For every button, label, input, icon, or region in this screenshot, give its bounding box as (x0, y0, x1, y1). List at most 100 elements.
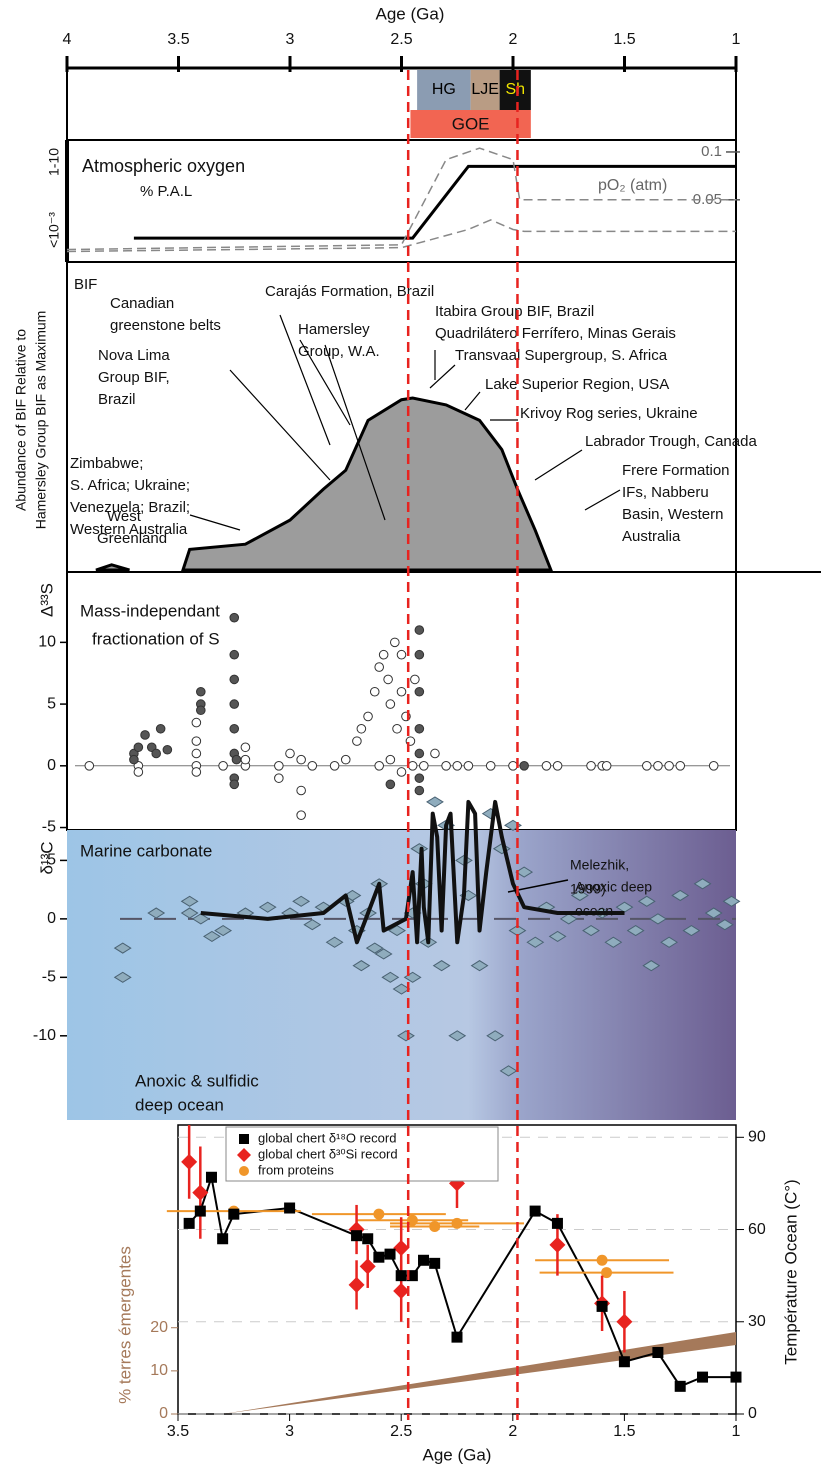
data-point (626, 924, 645, 937)
data-point (396, 686, 407, 697)
data-point (348, 1276, 365, 1293)
period (499, 70, 531, 110)
data-point (395, 1270, 407, 1282)
data-point (410, 674, 420, 685)
annotation: IFs, Nabberu (622, 484, 709, 501)
x-tick-label: 1.5 (613, 1423, 635, 1440)
data-point (414, 723, 425, 734)
data-point (660, 936, 679, 948)
data-point (519, 761, 529, 771)
data-point (365, 942, 384, 954)
data-point (604, 936, 623, 948)
y2-tick-label: 90 (748, 1129, 766, 1146)
period-label: LJE (471, 81, 499, 98)
data-point (414, 625, 425, 635)
oxygen-line (66, 219, 736, 253)
panel-title: Mass-independant (80, 601, 220, 620)
annotation: deep ocean (135, 1095, 224, 1114)
y-label: <10⁻³ (46, 212, 62, 248)
y-axis-title: Hamersley Group BIF as Maximum (33, 311, 49, 530)
y2-tick-label: 30 (748, 1313, 766, 1330)
data-point (384, 1248, 396, 1260)
annotation: Melezhik, (570, 857, 629, 873)
legend-marker (237, 1148, 251, 1162)
data-point (374, 662, 385, 672)
data-point (414, 785, 425, 796)
data-point (151, 748, 161, 759)
data-point (406, 1270, 418, 1282)
y-tick-label: 0 (47, 757, 56, 774)
data-point (133, 742, 144, 753)
annotation: ocean (575, 903, 613, 919)
x-tick-label: 3 (286, 31, 295, 48)
data-point (113, 942, 132, 954)
data-point (373, 1251, 385, 1263)
data-point (551, 1217, 563, 1229)
y-tick-label: 10 (38, 634, 56, 651)
data-point (369, 686, 380, 697)
data-point (229, 723, 240, 734)
data-point (486, 1030, 505, 1042)
data-point (549, 1236, 566, 1253)
annotation-arrow (534, 449, 583, 481)
data-point (352, 736, 362, 746)
legend-label: global chert δ³⁰Si record (258, 1146, 398, 1161)
data-point (529, 1205, 541, 1217)
x-tick-label: 2.5 (390, 31, 412, 48)
data-point (162, 744, 173, 755)
data-point (559, 913, 578, 925)
data-point (618, 1356, 630, 1368)
annotation-arrow (279, 314, 331, 446)
data-point (430, 748, 440, 759)
data-point (596, 1254, 608, 1266)
data-point (642, 761, 652, 771)
data-point (470, 960, 489, 972)
data-point (205, 1171, 217, 1183)
data-point (642, 960, 661, 972)
data-point (548, 930, 567, 943)
data-point (191, 767, 202, 777)
data-point (397, 1030, 415, 1042)
data-point (674, 1380, 686, 1392)
y-axis-title: Abundance of BIF Relative to (13, 329, 29, 511)
data-point (414, 649, 425, 660)
data-point (508, 924, 527, 937)
data-point (381, 971, 400, 983)
annotation: Hamersley (298, 321, 370, 338)
data-point (385, 754, 396, 765)
data-point (296, 810, 306, 820)
data-point (601, 761, 612, 771)
axis-title: Age (Ga) (376, 4, 445, 23)
panel-title: Atmospheric oxygen (82, 156, 245, 176)
x-tick-label: 2 (508, 1423, 517, 1440)
data-point (697, 1371, 709, 1383)
data-point (393, 1283, 410, 1300)
annotation: Krivoy Rog series, Ukraine (520, 405, 698, 422)
data-point (352, 960, 371, 972)
annotation: West (107, 508, 142, 525)
y-tick-label: 0 (47, 910, 56, 927)
data-point (432, 960, 451, 972)
data-point (285, 748, 295, 759)
annotation: Australia (622, 528, 681, 545)
data-point (303, 919, 322, 931)
melezhik-curve (200, 799, 625, 945)
y-tick-label: 5 (47, 695, 56, 712)
data-point (325, 936, 344, 948)
annotation: S. Africa; Ukraine; (70, 477, 190, 494)
y2-tick-label: 60 (748, 1221, 766, 1238)
period-label: HG (432, 81, 456, 98)
data-point (229, 649, 240, 660)
legend-marker (239, 1134, 249, 1144)
data-point (296, 785, 306, 796)
y2-axis-title: Température Ocean (C°) (781, 1179, 800, 1364)
data-point (292, 895, 311, 907)
panel-title: BIF (74, 276, 97, 293)
y-tick-label: 0 (159, 1405, 168, 1422)
annotation: Nova Lima (98, 347, 170, 364)
y-tick-label: -5 (42, 969, 56, 986)
data-point (515, 866, 534, 878)
x-tick-label: 1.5 (613, 31, 635, 48)
y2-tick-label: 0 (748, 1405, 757, 1422)
